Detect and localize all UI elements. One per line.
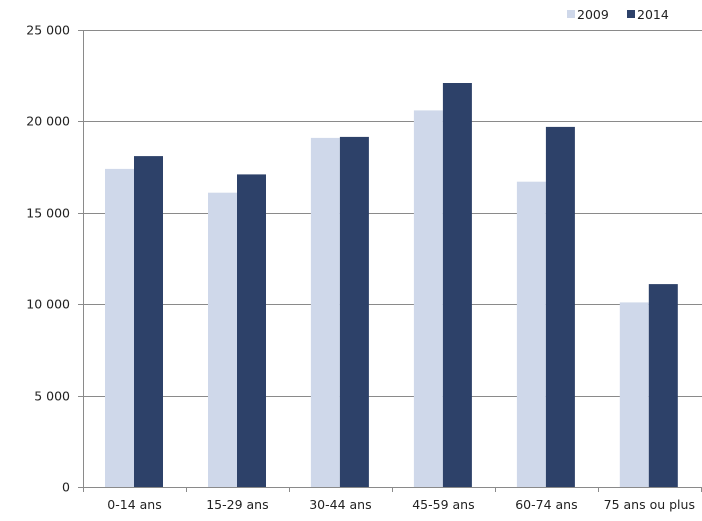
y-tick-label: 20 000 <box>26 114 70 129</box>
legend-swatch-2014 <box>627 10 635 18</box>
bar-2014-5 <box>545 126 575 488</box>
legend: 2009 2014 <box>567 7 669 22</box>
bar-2009-6 <box>619 302 649 487</box>
legend-label-2009: 2009 <box>577 7 609 22</box>
y-tick-label: 0 <box>62 480 70 495</box>
bar-2014-3 <box>339 136 369 487</box>
x-tick-label: 15-29 ans <box>206 497 268 512</box>
bar-2009-3 <box>310 137 340 487</box>
y-tick-label: 10 000 <box>26 297 70 312</box>
bar-2014-4 <box>442 83 472 487</box>
legend-label-2014: 2014 <box>637 7 669 22</box>
x-tick-label: 45-59 ans <box>412 497 474 512</box>
x-tick-label: 75 ans ou plus <box>604 497 695 512</box>
bar-2009-4 <box>413 110 443 488</box>
bar-2014-2 <box>237 174 266 487</box>
bar-2014-6 <box>648 284 678 487</box>
legend-swatch-2009 <box>567 10 575 18</box>
y-tick-label: 5 000 <box>34 389 70 404</box>
x-tick-label: 60-74 ans <box>515 497 577 512</box>
bar-2014-1 <box>134 156 163 487</box>
bar-2009-1 <box>105 168 134 487</box>
x-tick-label: 0-14 ans <box>107 497 161 512</box>
bar-2009-5 <box>516 181 546 487</box>
gridlines <box>83 30 702 397</box>
y-tick-label: 25 000 <box>26 23 70 38</box>
x-tick-label: 30-44 ans <box>309 497 371 512</box>
y-tick-label: 15 000 <box>26 206 70 221</box>
axes: 0 5 000 10 000 15 000 20 000 25 000 0-14 ans 15… <box>26 23 702 512</box>
bar-2009-2 <box>208 192 237 487</box>
bars <box>105 83 678 488</box>
